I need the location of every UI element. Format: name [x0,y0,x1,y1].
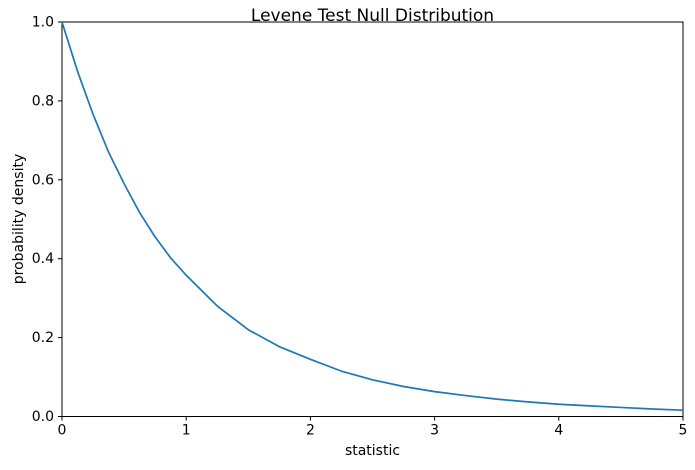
y-tick-label: 0.4 [32,251,54,267]
x-tick-label: 3 [430,423,439,439]
density-curve [61,21,684,412]
x-tick-label: 1 [182,423,191,439]
y-tick-label: 0.0 [32,409,54,425]
axes-spines [61,21,684,417]
x-tick-label: 5 [679,423,688,439]
x-axis-label: statistic [344,443,401,459]
x-tick-label: 2 [306,423,315,439]
y-tick-label: 0.8 [32,93,54,109]
y-tick-label: 0.2 [32,330,54,346]
y-axis-label: probability density [11,153,27,285]
x-tick-label: 4 [554,423,563,439]
y-tick-label: 1.0 [32,15,54,31]
x-tick-label: 0 [58,423,67,439]
chart-title: Levene Test Null Distribution [250,6,495,26]
y-tick-label: 0.6 [32,172,54,188]
